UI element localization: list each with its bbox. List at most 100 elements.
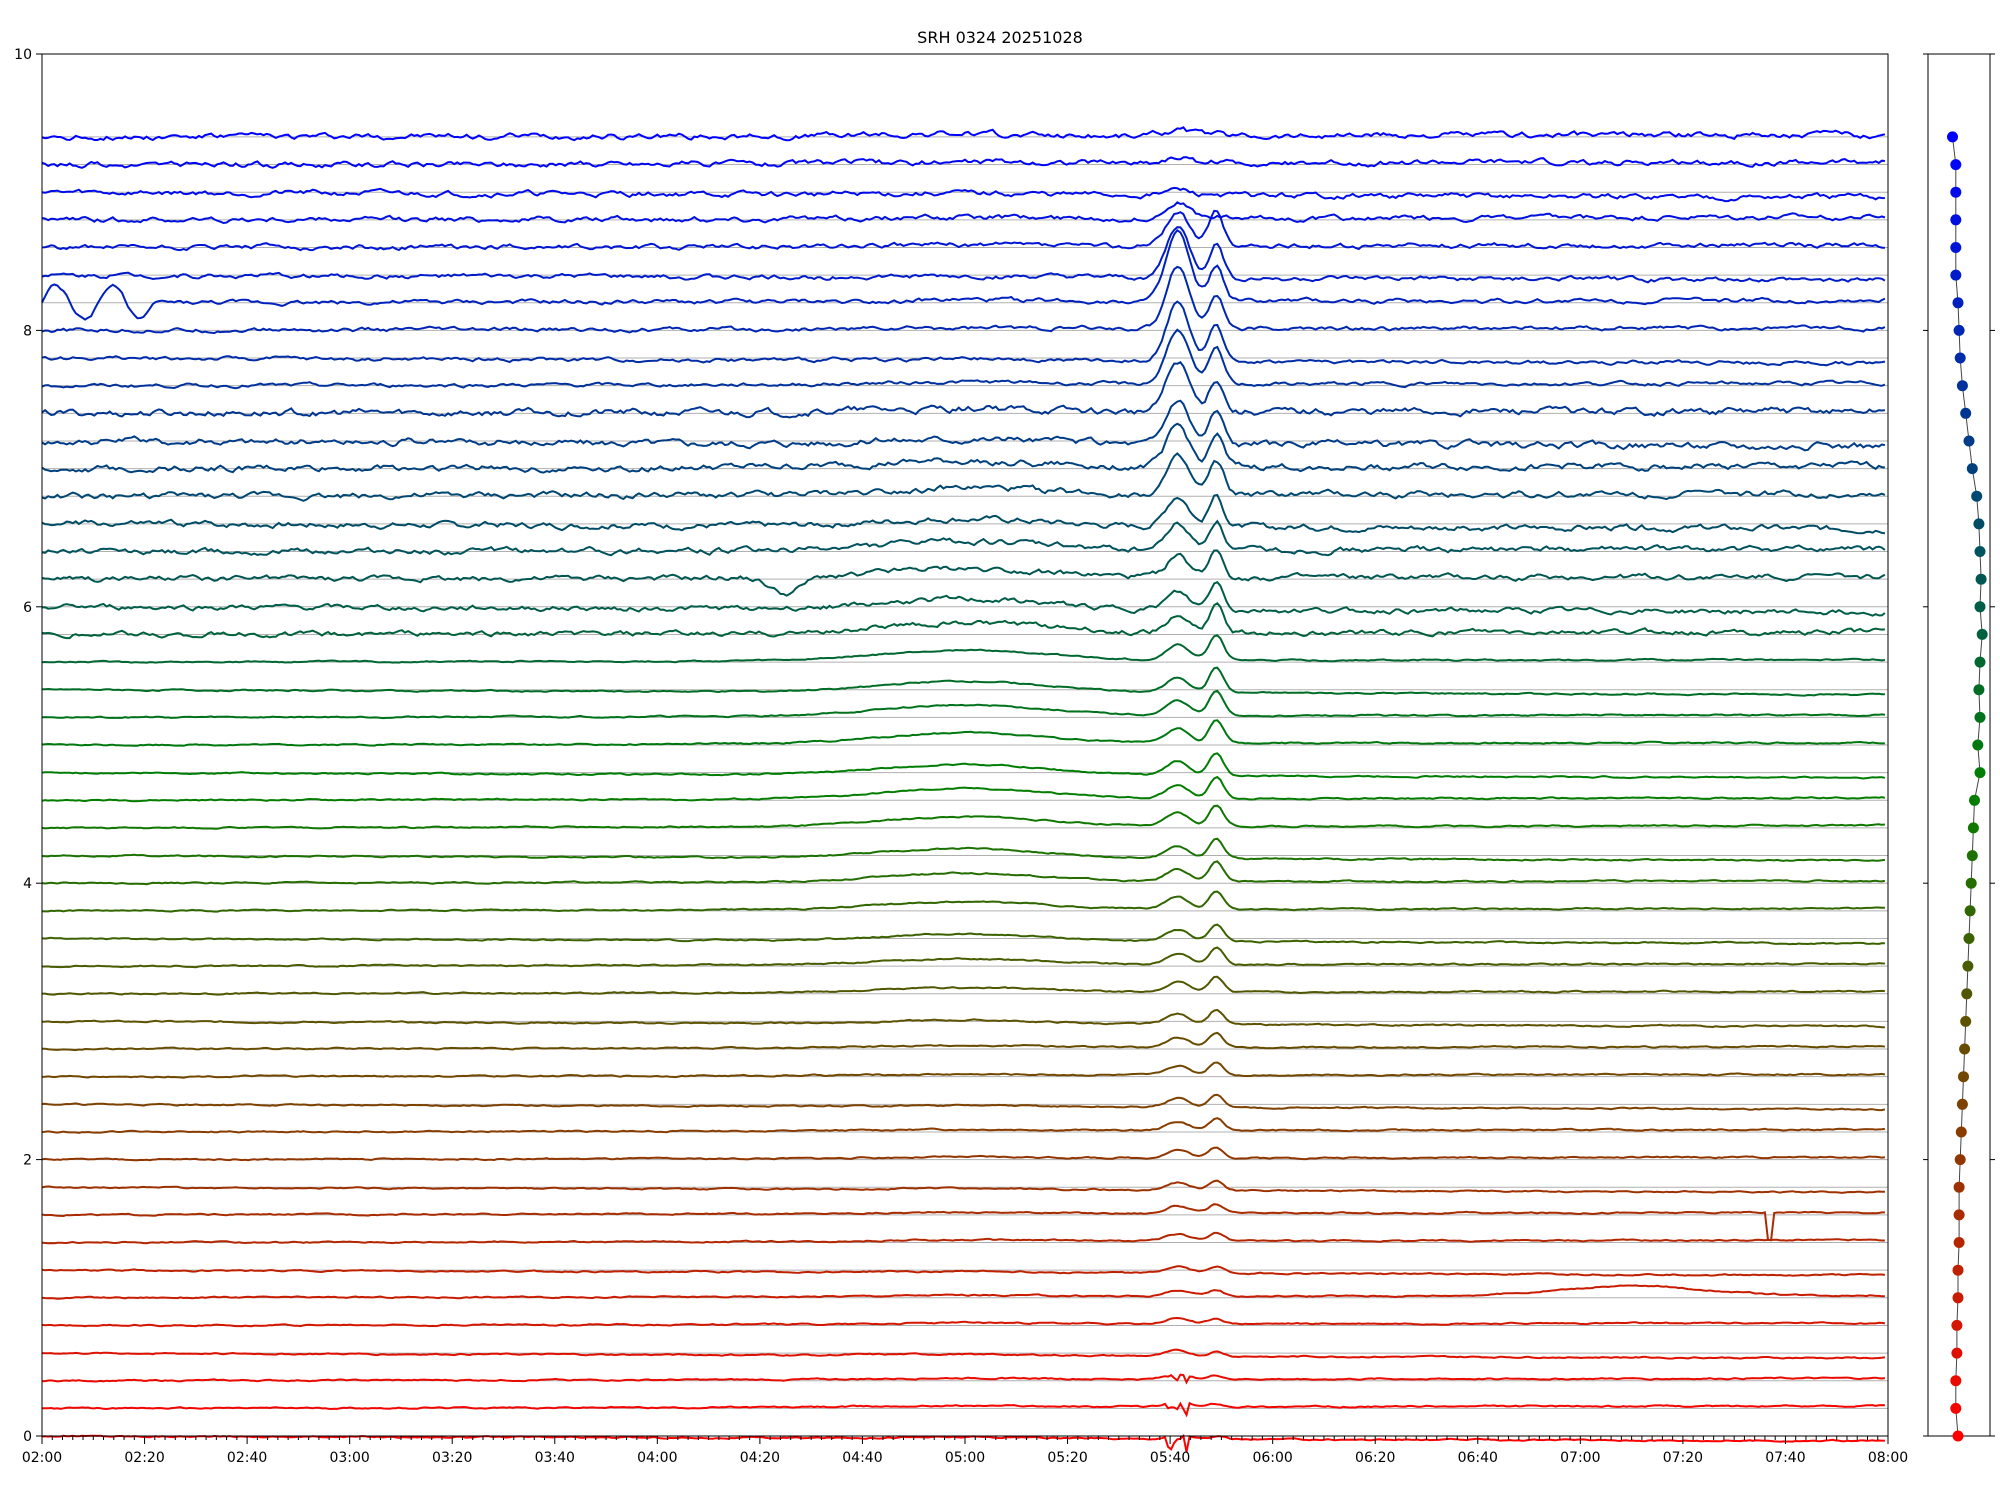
x-tick-label: 04:20: [740, 1450, 780, 1466]
y-tick-label: 4: [23, 876, 32, 892]
side-panel-marker: [1973, 684, 1985, 696]
x-tick-label: 05:40: [1150, 1450, 1190, 1466]
series-line: [41, 666, 1885, 697]
series-line: [41, 1265, 1886, 1277]
series-line: [41, 890, 1885, 913]
side-panel-marker: [1971, 490, 1983, 502]
x-tick-label: 02:20: [124, 1450, 164, 1466]
x-tick-label: 03:20: [432, 1450, 472, 1466]
series-line: [41, 186, 1885, 203]
side-panel-marker: [1964, 905, 1976, 917]
x-tick-label: 06:40: [1458, 1450, 1498, 1466]
x-tick-label: 04:40: [842, 1450, 882, 1466]
x-tick-label: 05:20: [1047, 1450, 1087, 1466]
y-tick-label: 8: [23, 323, 32, 339]
series-line: [41, 226, 1886, 284]
series-line: [41, 1284, 1885, 1300]
series-line: [41, 775, 1886, 803]
y-tick-label: 2: [23, 1153, 32, 1169]
side-panel-marker: [1956, 380, 1968, 392]
side-panel-marker: [1967, 822, 1979, 834]
x-tick-label: 08:00: [1868, 1450, 1908, 1466]
side-panel-marker: [1952, 1292, 1964, 1304]
side-panel-marker: [1975, 573, 1987, 585]
series-line: [41, 328, 1886, 390]
side-panel-marker: [1969, 794, 1980, 806]
series-group: [41, 126, 1886, 1453]
series-line: [41, 752, 1886, 780]
side-panel-marker: [1950, 1402, 1962, 1414]
series-line: [41, 1179, 1885, 1194]
y-tick-label: 0: [23, 1429, 32, 1445]
x-tick-label: 07:20: [1663, 1450, 1703, 1466]
side-panel-marker: [1950, 186, 1962, 198]
series-line: [41, 923, 1885, 946]
series-line: [41, 804, 1885, 830]
series-line: [41, 1117, 1885, 1134]
side-panel-marker: [1951, 1347, 1963, 1359]
series-line: [41, 1373, 1886, 1385]
y-tick-label: 10: [14, 47, 32, 63]
y-tick-label: 6: [23, 600, 32, 616]
x-tick-label: 07:40: [1765, 1450, 1805, 1466]
series-line: [41, 493, 1885, 535]
side-panel-marker: [1954, 1154, 1966, 1166]
x-tick-label: 07:00: [1560, 1450, 1600, 1466]
side-panel-marker: [1965, 877, 1977, 889]
side-panel-marker: [1963, 933, 1975, 944]
side-panel-marker: [1974, 656, 1986, 668]
series-line: [41, 1316, 1886, 1328]
side-panel-marker: [1953, 1237, 1965, 1248]
series-line: [41, 1348, 1886, 1360]
side-panel-marker: [1973, 518, 1985, 530]
series-line: [41, 422, 1886, 474]
series-line: [41, 201, 1886, 225]
series-line: [41, 1061, 1886, 1079]
side-panel-marker: [1950, 242, 1962, 253]
x-axis: 02:00 02:20 02:40 03:00 03:20 03:40 04:00 04:20…: [22, 1436, 1908, 1466]
series-line: [41, 452, 1886, 502]
series-line: [41, 519, 1886, 557]
side-panel-marker: [1966, 463, 1978, 475]
series-line: [41, 1146, 1886, 1162]
series-line: [41, 156, 1885, 169]
series-line: [41, 1203, 1885, 1242]
side-panel-marker: [1953, 324, 1965, 336]
side-panel-marker: [1974, 546, 1986, 557]
side-panel-marker: [1950, 1375, 1962, 1387]
series-line: [41, 228, 1886, 321]
side-panel-marker: [1951, 1319, 1963, 1331]
side-panel-marker: [1959, 1043, 1971, 1055]
side-panel-marker: [1950, 159, 1962, 171]
side-panel-marker: [1956, 1098, 1968, 1110]
x-tick-label: 02:00: [22, 1450, 62, 1466]
side-panel-marker: [1963, 435, 1975, 447]
y-axis: 0 2 4 6 8 10: [14, 47, 42, 1445]
series-line: [41, 549, 1886, 597]
side-panel-marker: [1962, 960, 1974, 972]
side-panel-marker: [1952, 297, 1964, 309]
x-tick-label: 06:20: [1355, 1450, 1395, 1466]
series-line: [41, 860, 1886, 886]
side-panel: [1923, 53, 1995, 1442]
series-line: [42, 946, 1885, 969]
side-panel-marker: [1953, 1181, 1965, 1193]
series-line: [41, 1231, 1885, 1245]
series-line: [41, 580, 1886, 617]
x-tick-label: 05:00: [945, 1450, 985, 1466]
series-line: [41, 209, 1885, 252]
side-panel-marker: [1960, 1015, 1972, 1027]
side-panel-marker: [1953, 1209, 1965, 1221]
series-line: [41, 1031, 1886, 1052]
side-panel-marker: [1972, 739, 1984, 751]
series-line: [41, 300, 1886, 367]
x-tick-label: 06:00: [1252, 1450, 1292, 1466]
series-line: [41, 126, 1886, 142]
side-panel-marker: [1955, 1126, 1967, 1138]
side-panel-marker: [1974, 711, 1986, 723]
series-line: [42, 975, 1885, 996]
side-panel-marker: [1976, 628, 1988, 640]
side-panel-marker: [1950, 269, 1962, 281]
side-panel-marker: [1954, 352, 1966, 364]
